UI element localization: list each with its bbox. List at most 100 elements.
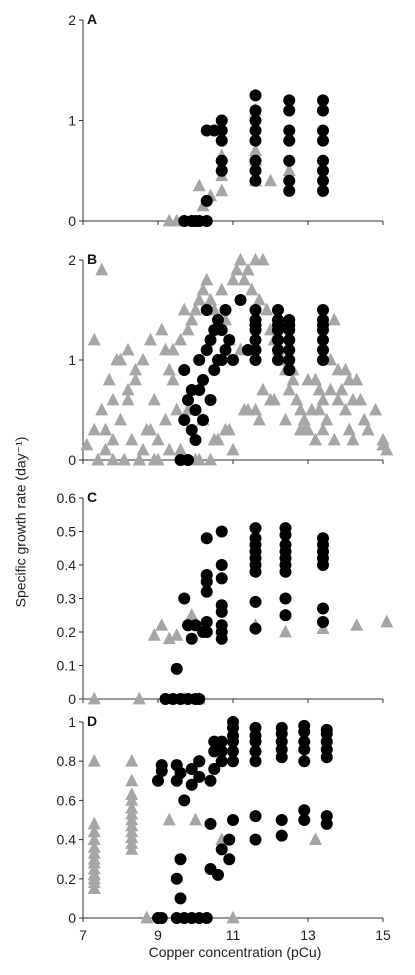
circle-point-a [317, 104, 329, 117]
circle-point-b [215, 324, 228, 336]
circle-point-a [283, 154, 296, 167]
triangle-point-b [230, 262, 244, 276]
circle-point-a [249, 114, 262, 127]
triangle-point-b [181, 322, 195, 336]
circle-point-c [200, 615, 213, 628]
circle-point-b [182, 394, 194, 406]
triangle-point-b [192, 292, 206, 306]
circle-point-a [283, 174, 296, 187]
triangle-point-c [87, 691, 101, 705]
circle-point-a [215, 124, 228, 137]
circle-point-a [283, 124, 296, 137]
circle-point-b [272, 314, 284, 326]
circle-point-b [249, 304, 262, 316]
circle-point-d [227, 755, 239, 768]
circle-point-a [283, 184, 296, 197]
triangle-point-b [339, 402, 352, 416]
triangle-point-b [129, 372, 142, 386]
triangle-point-b [106, 392, 120, 406]
circle-point-c [279, 522, 292, 535]
triangle-point-d [87, 754, 101, 767]
circle-point-c [185, 632, 198, 645]
circle-point-a [249, 174, 262, 187]
circle-point-a [317, 174, 329, 187]
circle-point-b [182, 454, 194, 466]
circle-point-b [219, 344, 232, 356]
triangle-point-b [241, 262, 255, 276]
triangle-point-b [162, 442, 176, 456]
triangle-point-b [151, 432, 165, 446]
triangle-point-b [117, 452, 131, 466]
triangle-point-b [357, 412, 371, 426]
triangle-point-b [204, 452, 217, 466]
circle-point-d [249, 721, 262, 734]
triangle-point-b [282, 382, 296, 396]
triangle-point-b [99, 442, 112, 456]
triangle-point-d [125, 754, 139, 767]
triangle-point-b [342, 372, 356, 386]
triangle-point-d [87, 840, 101, 853]
triangle-point-b [174, 332, 187, 346]
triangle-point-b [369, 402, 382, 416]
circle-point-d [320, 810, 333, 823]
circle-point-d [174, 766, 187, 779]
triangle-point-c [170, 628, 184, 641]
triangle-point-d [162, 812, 176, 826]
circle-point-b [272, 354, 284, 366]
triangle-point-b [162, 362, 176, 376]
circle-point-a [317, 184, 329, 197]
circle-point-d [174, 853, 187, 866]
circle-point-a [317, 124, 329, 137]
y-tick-label-d: 0.2 [57, 871, 77, 887]
circle-point-b [317, 304, 329, 316]
triangle-point-b [147, 392, 161, 406]
triangle-point-b [99, 422, 112, 436]
triangle-point-b [226, 272, 240, 286]
triangle-point-b [196, 282, 210, 296]
circle-point-b [283, 344, 296, 356]
circle-point-a [317, 134, 329, 147]
triangle-point-c [155, 618, 169, 631]
circle-point-b [200, 304, 213, 316]
triangle-point-b [215, 282, 229, 296]
circle-point-d [298, 735, 311, 748]
triangle-point-b [80, 437, 94, 451]
triangle-point-b [320, 412, 334, 426]
triangle-point-b [136, 352, 150, 366]
circle-point-b [283, 314, 296, 326]
triangle-point-b [256, 382, 270, 396]
circle-point-d [215, 843, 228, 856]
y-tick-label-b: 0 [68, 452, 76, 468]
circle-point-b [200, 344, 213, 356]
triangle-point-d [87, 867, 101, 881]
triangle-point-b [316, 422, 330, 436]
x-axis-title: Copper concentration (pCu) [148, 944, 322, 960]
triangle-point-b [91, 452, 105, 466]
triangle-point-b [200, 272, 214, 286]
circle-point-b [249, 314, 262, 326]
circle-point-b [197, 374, 209, 386]
circle-point-d [298, 804, 311, 817]
triangle-point-d [125, 773, 139, 787]
circle-point-a [215, 164, 228, 177]
triangle-point-b [226, 442, 240, 456]
circle-point-d [249, 755, 262, 768]
triangle-point-b [245, 282, 259, 296]
triangle-point-b [155, 322, 169, 336]
triangle-point-b [290, 392, 304, 406]
circle-point-c [215, 572, 228, 585]
triangle-point-b [114, 352, 127, 366]
circle-point-a [215, 114, 228, 127]
triangle-point-b [204, 292, 217, 306]
circle-point-b [317, 344, 329, 356]
triangle-point-b [129, 362, 142, 376]
circle-point-a [249, 154, 262, 167]
triangle-point-b [339, 362, 352, 376]
triangle-point-b [354, 392, 367, 406]
y-tick-label-c: 0.6 [57, 490, 77, 506]
triangle-point-d [87, 832, 101, 845]
triangle-point-c [185, 608, 199, 621]
triangle-point-b [312, 402, 326, 416]
circle-point-d [298, 755, 311, 768]
circle-point-b [204, 334, 217, 346]
